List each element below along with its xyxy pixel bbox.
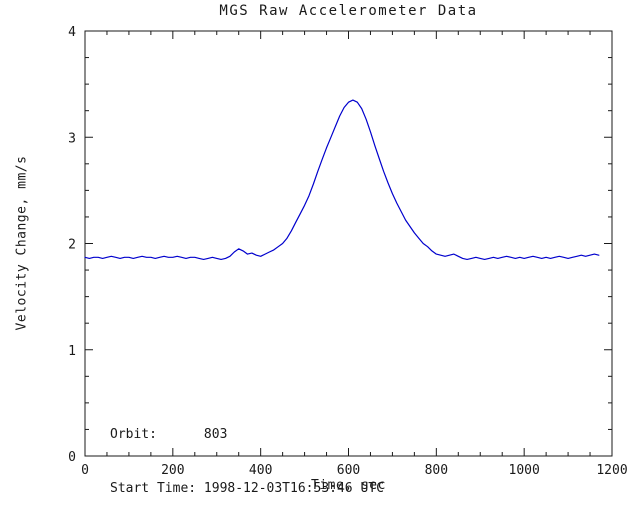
y-tick-label: 1 <box>68 344 76 359</box>
chart-title: MGS Raw Accelerometer Data <box>219 3 478 19</box>
x-tick-label: 200 <box>161 463 184 478</box>
x-axis-label: Time, sec <box>311 478 386 493</box>
x-tick-label: 400 <box>249 463 272 478</box>
x-tick-label: 1200 <box>596 463 627 478</box>
annotation-start-time: Start Time: 1998-12-03T16:53:46 UTC <box>110 481 384 496</box>
x-tick-label: 800 <box>425 463 448 478</box>
y-tick-label: 2 <box>68 238 76 253</box>
x-tick-label: 600 <box>337 463 360 478</box>
x-tick-label: 1000 <box>509 463 540 478</box>
data-line <box>84 99 600 260</box>
y-tick-label: 3 <box>68 131 76 146</box>
x-tick-label: 0 <box>81 463 89 478</box>
y-tick-label: 4 <box>68 25 76 40</box>
annotation-orbit: Orbit: 803 <box>110 427 228 442</box>
y-tick-label: 0 <box>68 450 76 465</box>
annotation-block: Orbit: 803 Start Time: 1998-12-03T16:53:… <box>110 390 384 512</box>
